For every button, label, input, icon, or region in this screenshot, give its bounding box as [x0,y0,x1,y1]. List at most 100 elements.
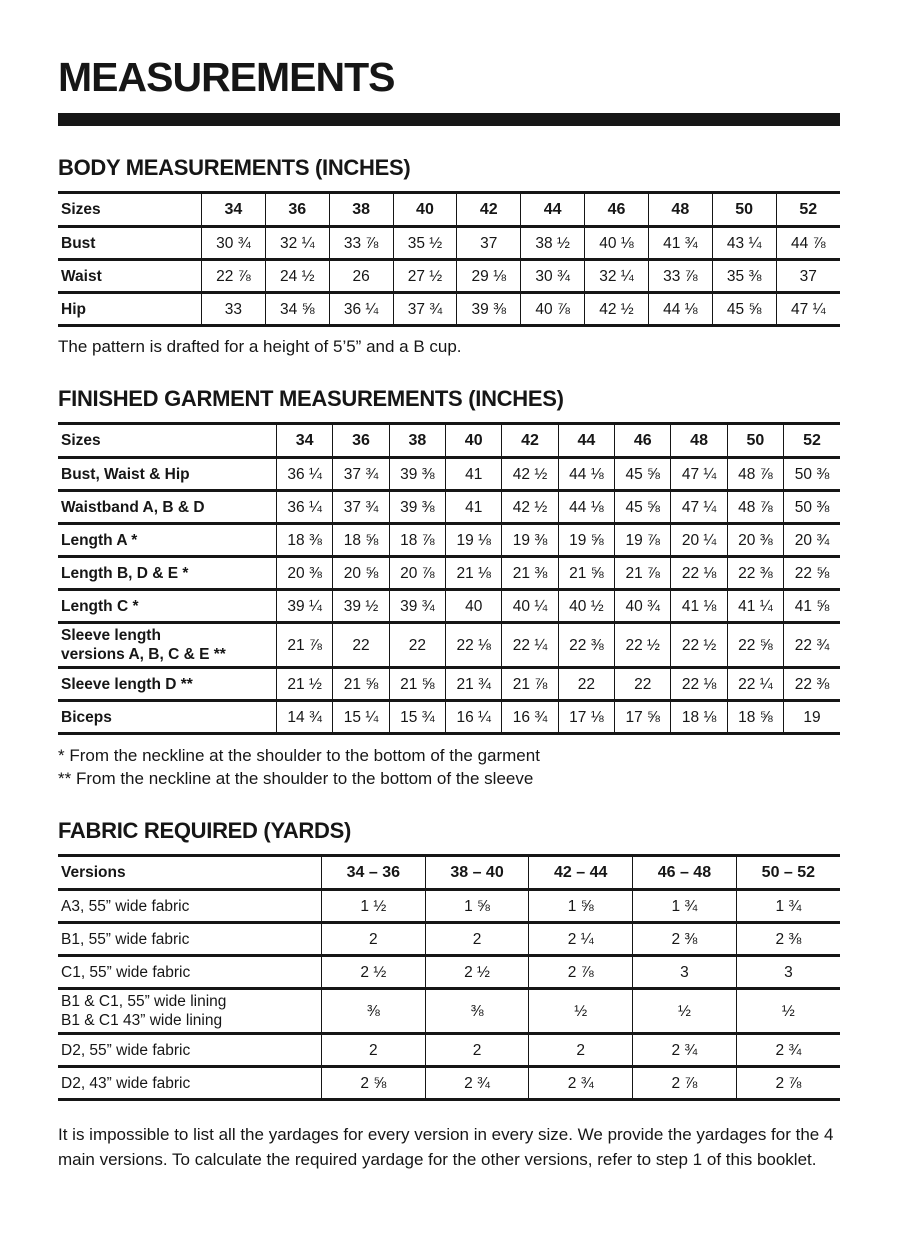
fabric-required-table-grid: Versions 34 – 36 38 – 40 42 – 44 46 – 48 50 –… [58,854,840,1101]
column-header: 38 [328,192,394,227]
cell-value: 36 ¼ [275,490,333,524]
cell-value: 40 ⅛ [584,226,649,260]
cell-value: 18 ⅜ [275,523,333,557]
cell-value: 37 ¾ [332,457,390,491]
cell-value: 33 ⅞ [647,259,713,293]
cell-value: 14 ¾ [275,700,333,734]
cell-value: 32 ¼ [264,226,330,260]
column-header: 46 – 48 [632,855,737,890]
cell-value: 21 ½ [275,667,333,701]
row-label: Sleeve length D ** [61,675,193,693]
cell-value: 22 ⅜ [783,667,840,701]
column-header: 50 – 52 [735,855,840,890]
section-finished-garment: FINISHED GARMENT MEASUREMENTS (INCHES) S… [58,386,840,789]
cell-value: 16 ¼ [445,700,502,734]
cell-value: 39 ⅜ [456,292,521,326]
column-header: 42 [501,423,559,458]
cell-value: 30 ¾ [520,259,585,293]
cell-value: 21 ⅞ [501,667,559,701]
cell-value: 40 ¼ [501,589,559,623]
row-label: A3, 55” wide fabric [61,897,190,915]
body-measurements-table: Sizes 34 36 38 40 42 44 46 48 50 52 Bust 30 ¾ 32 ¼ 33 … [58,191,840,327]
cell-value: 19 ⅛ [445,523,502,557]
fabric-required-table: Versions 34 – 36 38 – 40 42 – 44 46 – 48 50 –… [58,854,840,1101]
cell-value: 41 [445,490,502,524]
cell-value: 21 ⅞ [275,622,333,668]
cell-value: 48 ⅞ [726,490,784,524]
table-row: Length C * 39 ¼ 39 ½ 39 ¾ 40 40 ¼ 40 ½ 40 ¾ 41 ⅛… [58,589,840,623]
height-cup-note: The pattern is drafted for a height of 5… [58,337,462,356]
column-header: 34 – 36 [321,855,426,890]
cell-value: 39 ⅜ [388,490,446,524]
finished-garment-heading: FINISHED GARMENT MEASUREMENTS (INCHES) [58,386,564,411]
row-label: Length C * [61,597,139,615]
cell-value: 21 ⅜ [501,556,559,590]
row-label: Bust, Waist & Hip [61,465,190,483]
cell-value: 47 ¼ [670,490,728,524]
cell-value: 30 ¾ [201,226,266,260]
cell-value: 50 ⅜ [783,457,840,491]
cell-value: ½ [632,988,737,1034]
cell-value: 41 ⅝ [783,589,840,623]
cell-value: 15 ¾ [388,700,446,734]
cell-value: 18 ⅛ [670,700,728,734]
cell-value: 44 ⅛ [647,292,713,326]
cell-value: 22 ⅛ [670,556,728,590]
cell-value: 2 ½ [321,955,426,989]
cell-value: 40 ½ [557,589,615,623]
cell-value: 41 ¾ [647,226,713,260]
cell-value: 2 ⅞ [632,1066,737,1100]
cell-value: 3 [735,955,840,989]
cell-value: 22 ⅞ [201,259,266,293]
cell-value: 40 ⅞ [520,292,585,326]
cell-value: 22 ⅝ [726,622,784,668]
table-row: Length A * 18 ⅜ 18 ⅝ 18 ⅞ 19 ⅛ 19 ⅜ 19 ⅝ 19 ⅞ 20… [58,523,840,557]
cell-value: 2 ½ [424,955,529,989]
garment-length-footnote: * From the neckline at the shoulder to t… [58,746,540,765]
cell-value: 2 ⅞ [735,1066,840,1100]
cell-value: 20 ¾ [783,523,840,557]
cell-value: 1 ¾ [632,889,737,923]
cell-value: 1 ⅝ [424,889,529,923]
table-header-row: Sizes 34 36 38 40 42 44 46 48 50 52 [58,192,840,227]
cell-value: 35 ½ [392,226,457,260]
cell-value: 22 ⅛ [445,622,502,668]
cell-value: 37 ¾ [392,292,457,326]
cell-value: 1 ½ [321,889,426,923]
table-row: B1 & C1, 55” wide lining B1 & C1 43” wid… [58,988,840,1034]
cell-value: 40 ¾ [614,589,671,623]
cell-value: 45 ⅝ [711,292,777,326]
cell-value: 50 ⅜ [783,490,840,524]
cell-value: 18 ⅞ [388,523,446,557]
row-label: Sleeve length versions A, B, C & E ** [61,627,226,663]
column-header-label: Sizes [61,432,101,449]
cell-value: 16 ¾ [501,700,559,734]
cell-value: 21 ⅝ [332,667,390,701]
cell-value: 2 ⅝ [321,1066,426,1100]
finished-garment-table: Sizes 34 36 38 40 42 44 46 48 50 52 Bust, Waist & H… [58,422,840,735]
column-header: 36 [332,423,390,458]
cell-value: 41 ⅛ [670,589,728,623]
cell-value: 22 ½ [614,622,671,668]
cell-value: 39 ⅜ [388,457,446,491]
cell-value: 2 ⅞ [528,955,633,989]
cell-value: 37 [456,226,521,260]
cell-value: 22 ⅛ [670,667,728,701]
row-label: Bust [61,234,96,252]
cell-value: 39 ¼ [275,589,333,623]
cell-value: 37 ¾ [332,490,390,524]
row-label: B1 & C1, 55” wide lining B1 & C1 43” wid… [61,993,227,1029]
cell-value: 45 ⅝ [614,490,671,524]
cell-value: 32 ¼ [584,259,649,293]
cell-value: 2 ¾ [735,1033,840,1067]
measurements-page: MEASUREMENTS BODY MEASUREMENTS (INCHES) … [58,54,840,1172]
cell-value: 21 ⅛ [445,556,502,590]
table-header-row: Versions 34 – 36 38 – 40 42 – 44 46 – 48 50 –… [58,855,840,890]
table-row: Length B, D & E * 20 ⅜ 20 ⅝ 20 ⅞ 21 ⅛ 21 ⅜ 21 … [58,556,840,590]
cell-value: 19 ⅝ [557,523,615,557]
cell-value: 20 ⅜ [726,523,784,557]
section-fabric-required: FABRIC REQUIRED (YARDS) Versions 34 – 36 3… [58,818,840,1172]
